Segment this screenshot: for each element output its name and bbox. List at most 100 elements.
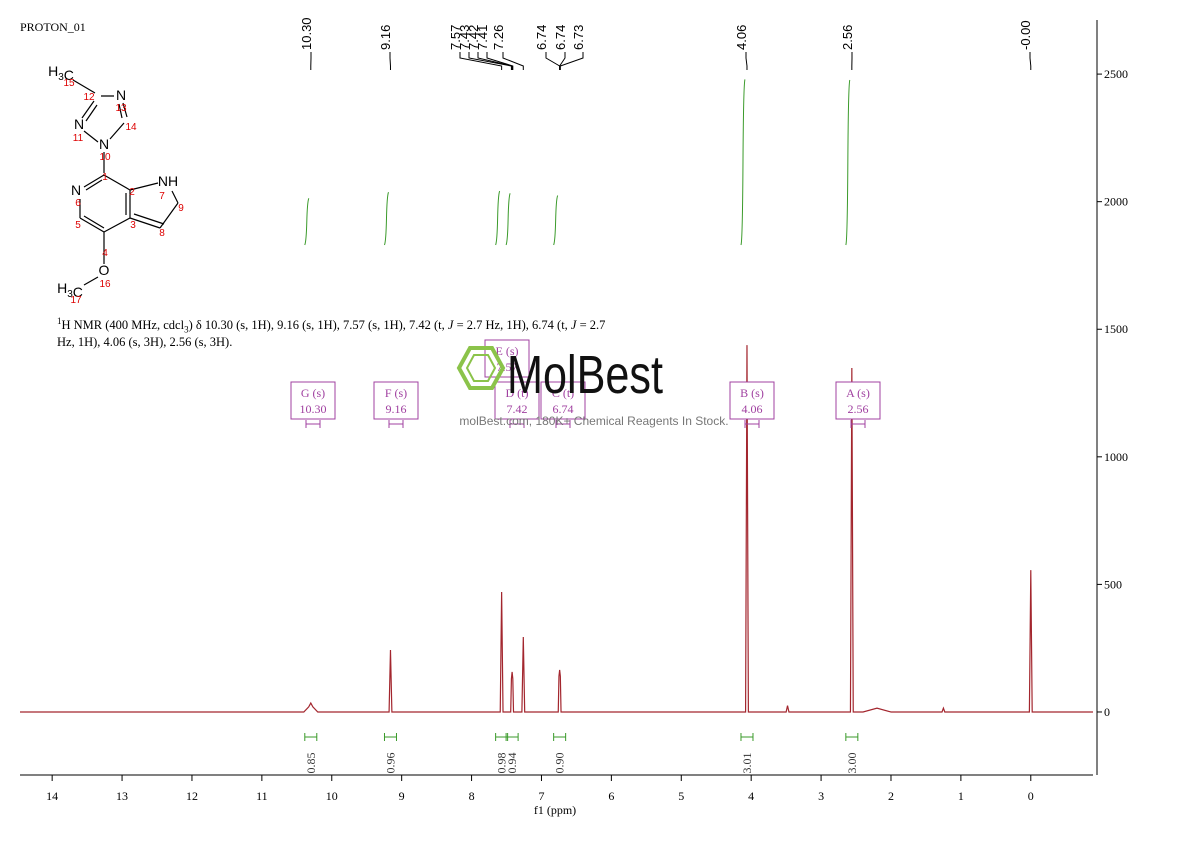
integral-bracket xyxy=(553,733,567,741)
x-tick-label: 13 xyxy=(116,789,128,803)
atom-label-part: H xyxy=(168,173,178,189)
atom-label-part: N xyxy=(158,173,168,189)
caption-part: = 2.7 Hz, 1H), 4.06 (s, 3H), 2.56 (s, 3H… xyxy=(57,318,606,349)
x-tick-label: 0 xyxy=(1028,789,1034,803)
atom-label: NH xyxy=(158,173,178,189)
integral-bracket xyxy=(740,733,754,741)
atom-label-part: 3 xyxy=(67,289,73,300)
spectrum-line xyxy=(20,345,1093,713)
integral-curve xyxy=(505,193,511,246)
atom-label: H3C xyxy=(57,280,83,300)
multiplet-type: (s) xyxy=(857,386,870,400)
atom-number: 15 xyxy=(63,78,75,89)
peak-label: 7.41 xyxy=(475,25,490,50)
y-tick-label: 1000 xyxy=(1104,450,1128,464)
peak-label-line xyxy=(559,52,584,70)
y-tick-label: 2500 xyxy=(1104,67,1128,81)
x-tick-label: 11 xyxy=(256,789,268,803)
atom-label-part: 3 xyxy=(58,72,64,83)
atom-label-part: H xyxy=(57,280,67,296)
multiplet-shift: 6.74 xyxy=(553,402,574,416)
multiplet-type: (t) xyxy=(563,386,574,400)
multiplet-range xyxy=(388,420,404,428)
structure-bonds xyxy=(72,79,179,286)
multiplet-type: (s) xyxy=(395,386,408,400)
peak-label-line xyxy=(502,52,524,70)
atom-label: O xyxy=(99,262,110,278)
peak-label-line xyxy=(477,52,513,70)
integral-bracket xyxy=(505,733,519,741)
multiplet-name: C (t) xyxy=(552,386,574,400)
x-tick-label: 5 xyxy=(678,789,684,803)
watermark-tagline: molBest.com, 180K+ Chemical Reagents In … xyxy=(459,414,728,428)
multiplet-range xyxy=(555,420,571,428)
integral-label: 3.00 xyxy=(845,753,859,774)
atom-label-part: C xyxy=(73,284,83,300)
atom-number: 2 xyxy=(129,187,135,198)
multiplet-letter: E xyxy=(495,344,505,358)
atom-label-part: C xyxy=(64,67,74,83)
multiplet-letter: D xyxy=(506,386,518,400)
atom-label-part: O xyxy=(99,262,110,278)
multiplet-letter: G xyxy=(301,386,313,400)
watermark: MolBest molBest.com, 180K+ Chemical Reag… xyxy=(456,345,729,428)
caption-part: J xyxy=(447,318,454,332)
integral-bracket xyxy=(383,733,397,741)
peak-label: 10.30 xyxy=(299,17,314,50)
x-tick-label: 12 xyxy=(186,789,198,803)
integral-curve xyxy=(845,79,851,246)
watermark-logo xyxy=(465,354,497,382)
x-tick-label: 10 xyxy=(326,789,338,803)
integral-label: 0.98 xyxy=(495,753,509,774)
peak-label-line xyxy=(459,52,503,70)
atom-label: N xyxy=(99,136,109,152)
x-tick-label: 9 xyxy=(399,789,405,803)
x-tick-label: 4 xyxy=(748,789,754,803)
atom-number: 9 xyxy=(178,203,184,214)
multiplet-type: (s) xyxy=(751,386,764,400)
chart-title: PROTON_01 xyxy=(20,20,86,34)
caption-part: 1 xyxy=(57,315,62,326)
multiplet-shift: 9.16 xyxy=(386,402,407,416)
x-tick-label: 3 xyxy=(818,789,824,803)
multiplet-name: G (s) xyxy=(301,386,325,400)
atom-number: 4 xyxy=(102,248,108,259)
peak-label: 2.56 xyxy=(840,25,855,50)
atom-number: 11 xyxy=(73,133,84,144)
multiplet-box xyxy=(729,381,775,420)
multiplet-shift: 7.42 xyxy=(507,402,528,416)
multiplet-shift: 10.30 xyxy=(300,402,327,416)
multiplet-shift: 2.56 xyxy=(848,402,869,416)
integral-bracket xyxy=(845,733,859,741)
integral-label: 0.94 xyxy=(505,753,519,774)
multiplet-name: F (s) xyxy=(385,386,407,400)
peak-label-line xyxy=(559,52,566,70)
multiplet-box xyxy=(290,381,336,420)
y-tick-label: 1500 xyxy=(1104,322,1128,336)
multiplet-box xyxy=(835,381,881,420)
x-tick-label: 14 xyxy=(46,789,58,803)
atom-number: 12 xyxy=(83,92,95,103)
peak-label: 9.16 xyxy=(378,25,393,50)
peak-label: 6.74 xyxy=(553,25,568,50)
multiplet-name: D (t) xyxy=(506,386,529,400)
multiplet-box xyxy=(540,381,586,420)
multiplet-box xyxy=(484,339,530,378)
atom-label-part: N xyxy=(116,87,126,103)
atom-number: 13 xyxy=(115,103,127,114)
atom-label: N xyxy=(74,116,84,132)
atom-number: 17 xyxy=(70,295,82,306)
multiplet-letter: A xyxy=(846,386,857,400)
peak-label: 7.42 xyxy=(466,25,481,50)
multiplet-type: (s) xyxy=(313,386,326,400)
integral-label: 0.96 xyxy=(383,753,397,774)
watermark-logo xyxy=(456,346,506,390)
peak-label-line xyxy=(745,52,748,70)
multiplet-box xyxy=(494,381,540,420)
multiplet-letter: C xyxy=(552,386,563,400)
caption-part: 3 xyxy=(184,324,189,335)
peak-label: -0.00 xyxy=(1018,20,1033,50)
atom-number: 16 xyxy=(99,279,111,290)
